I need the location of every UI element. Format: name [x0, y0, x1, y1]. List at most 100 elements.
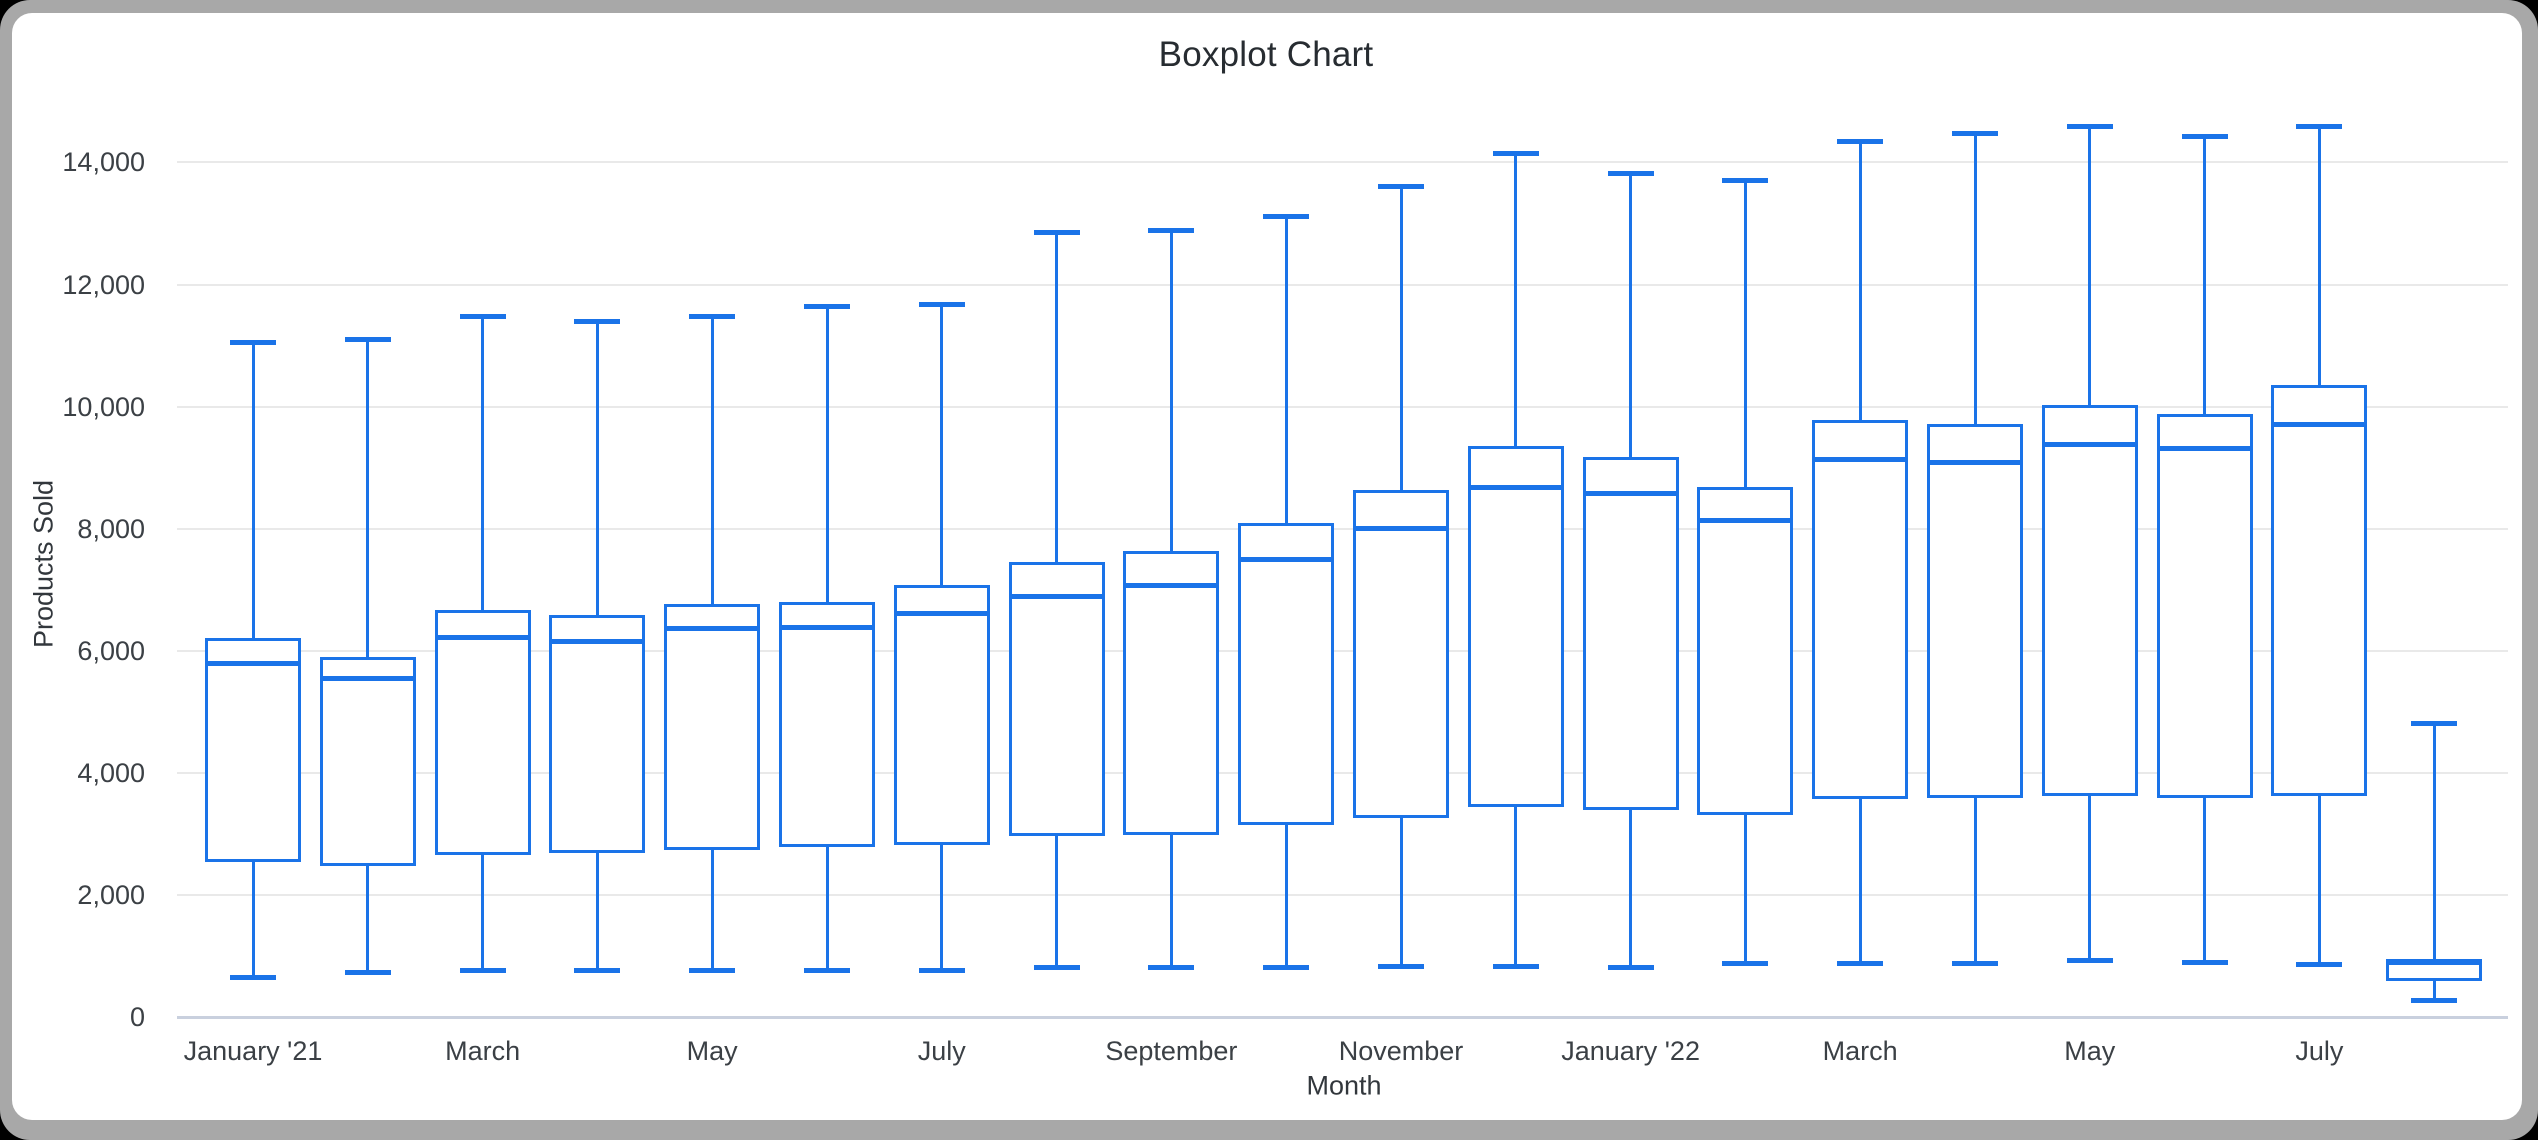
median-line [1008, 593, 1105, 599]
median-line [1238, 556, 1335, 562]
whisker-upper [1399, 186, 1403, 491]
whisker-cap-top [2066, 124, 2113, 130]
box [549, 614, 646, 853]
whisker-lower [2317, 796, 2321, 965]
box [1582, 456, 1679, 811]
y-tick-label: 12,000 [62, 269, 145, 300]
gridline [177, 527, 2508, 530]
whisker-cap-top [1148, 228, 1195, 234]
whisker-cap-top [1837, 138, 1884, 144]
box [2156, 414, 2253, 799]
box [1467, 446, 1564, 807]
whisker-upper [825, 306, 829, 603]
whisker-lower [1399, 817, 1403, 967]
whisker-upper [1284, 216, 1288, 523]
median-line [2271, 421, 2368, 427]
median-line [434, 635, 531, 641]
whisker-cap-bottom [1952, 961, 1998, 967]
whisker-upper [595, 321, 599, 615]
box [893, 585, 990, 846]
whisker-cap-top [689, 313, 736, 319]
x-tick-label: November [1338, 1036, 1464, 1066]
box [1353, 490, 1449, 818]
chart-title: Boxplot Chart [1158, 35, 1374, 74]
median-line [1123, 582, 1220, 588]
whisker-cap-top [344, 337, 391, 342]
whisker-cap-bottom [1033, 965, 1080, 971]
whisker-cap-top [1378, 184, 1424, 190]
median-line [1582, 490, 1679, 496]
whisker-cap-bottom [1148, 965, 1195, 971]
whisker-lower [1858, 799, 1862, 964]
x-tick-label: September [1105, 1036, 1238, 1066]
whisker-lower [1284, 825, 1288, 968]
median-line [549, 638, 646, 644]
whisker-upper [2088, 126, 2092, 405]
whisker-upper [1514, 153, 1518, 447]
gridline [177, 405, 2508, 408]
whisker-cap-top [918, 301, 965, 307]
whisker-cap-bottom [344, 969, 391, 975]
box [1123, 551, 1220, 835]
box [319, 657, 416, 866]
whisker-lower [1629, 810, 1633, 968]
box [1812, 420, 1909, 800]
median-line [664, 625, 761, 631]
x-tick-label: May [686, 1036, 738, 1066]
gridline [177, 772, 2508, 775]
whisker-upper [1055, 232, 1059, 563]
x-tick-label: March [445, 1036, 521, 1066]
whisker-lower [1743, 814, 1747, 964]
median-line [2386, 959, 2483, 965]
whisker-cap-bottom [2296, 962, 2343, 968]
whisker-upper [1858, 141, 1862, 421]
whisker-cap-bottom [918, 968, 965, 974]
x-tick-label: March [1822, 1036, 1898, 1066]
whisker-cap-bottom [1837, 961, 1884, 967]
box [434, 610, 531, 855]
y-tick-label: 8,000 [77, 513, 145, 544]
whisker-cap-bottom [2181, 959, 2228, 965]
whisker-upper [1169, 230, 1173, 552]
gridline [177, 894, 2508, 897]
whisker-cap-bottom [689, 968, 736, 974]
median-line [205, 660, 301, 666]
median-line [1812, 457, 1909, 463]
whisker-lower [1973, 798, 1977, 964]
gridline [177, 283, 2508, 286]
whisker-lower [2203, 798, 2207, 963]
box [2271, 384, 2368, 797]
x-tick-label: January '22 [1561, 1036, 1700, 1066]
box [1927, 424, 2023, 799]
whisker-lower [1169, 834, 1173, 968]
box [205, 637, 301, 862]
x-tick-label: July [917, 1036, 966, 1066]
median-line [2041, 442, 2138, 448]
gridline [177, 161, 2508, 164]
x-tick-label: January '21 [183, 1036, 323, 1066]
whisker-cap-bottom [1263, 965, 1310, 971]
whisker-upper [1743, 180, 1747, 488]
